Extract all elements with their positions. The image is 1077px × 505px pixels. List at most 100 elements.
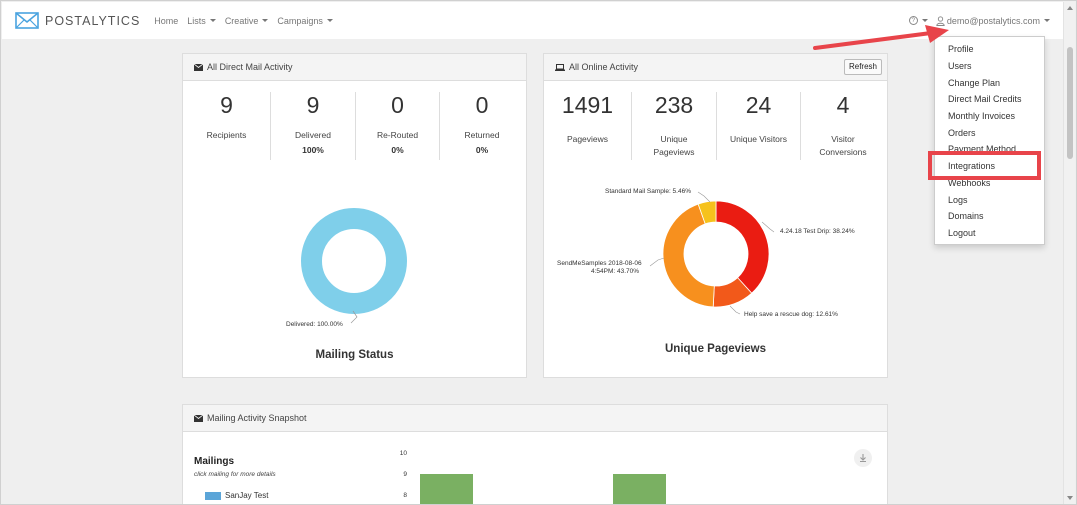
annotation-arrow-icon bbox=[813, 25, 949, 50]
stat-recipients: 9 Recipients bbox=[183, 92, 270, 142]
unique-pageviews-donut bbox=[662, 200, 770, 308]
menu-item-monthly-invoices[interactable]: Monthly Invoices bbox=[948, 111, 1016, 121]
download-icon bbox=[860, 454, 866, 463]
panel-heading: All Online Activity bbox=[544, 54, 887, 81]
label-leader-line bbox=[350, 310, 358, 324]
menu-item-orders[interactable]: Orders bbox=[948, 128, 976, 138]
bar-mailing-1[interactable] bbox=[420, 474, 473, 504]
user-icon bbox=[936, 15, 945, 26]
label-leader-lines bbox=[649, 191, 775, 315]
envelope-icon bbox=[194, 414, 203, 422]
stat-label: Unique bbox=[660, 134, 688, 144]
nav-lists[interactable]: Lists bbox=[187, 16, 216, 26]
nav-campaigns-label: Campaigns bbox=[277, 15, 323, 26]
help-icon[interactable]: ? bbox=[908, 16, 918, 25]
stat-label-2: Pageviews bbox=[653, 147, 695, 157]
menu-item-webhooks[interactable]: Webhooks bbox=[948, 178, 991, 188]
stat-rerouted: 0 Re-Routed 0% bbox=[356, 92, 439, 155]
scroll-up-arrow-icon[interactable] bbox=[1067, 6, 1073, 10]
stat-value: 9 bbox=[306, 92, 320, 118]
stat-label: Visitor bbox=[831, 134, 855, 144]
panel-title: All Online Activity bbox=[569, 62, 639, 72]
mailing-activity-snapshot-panel: Mailing Activity Snapshot Mailings click… bbox=[182, 404, 888, 504]
scroll-down-arrow-icon[interactable] bbox=[1067, 496, 1073, 500]
menu-item-payment-method[interactable]: Payment Method bbox=[948, 144, 1017, 154]
online-activity-panel: All Online Activity Refresh 1491 Pagevie… bbox=[543, 53, 888, 378]
integrations-highlight bbox=[928, 151, 1041, 180]
divider bbox=[439, 92, 440, 160]
slice-label-delivered: Delivered: 100.00% bbox=[286, 321, 343, 328]
bar-mailing-2[interactable] bbox=[613, 474, 666, 504]
scroll-thumb[interactable] bbox=[1067, 47, 1073, 159]
envelope-logo-icon bbox=[15, 12, 39, 29]
stat-label: Recipients bbox=[206, 130, 247, 140]
panel-title: All Direct Mail Activity bbox=[207, 62, 293, 72]
y-tick: 9 bbox=[403, 471, 407, 478]
legend-swatch[interactable] bbox=[205, 492, 221, 500]
menu-item-integrations[interactable]: Integrations bbox=[948, 161, 996, 171]
menu-item-profile[interactable]: Profile bbox=[948, 44, 974, 54]
mailings-hint: click mailing for more details bbox=[194, 471, 276, 478]
user-menu-toggle[interactable]: demo@postalytics.com bbox=[946, 15, 1040, 26]
menu-item-domains[interactable]: Domains bbox=[948, 211, 984, 221]
vertical-scrollbar[interactable] bbox=[1063, 2, 1075, 504]
stat-percent: 0% bbox=[391, 145, 404, 155]
stat-value: 24 bbox=[745, 92, 772, 118]
panel-heading: Mailing Activity Snapshot bbox=[183, 405, 887, 432]
stat-percent: 100% bbox=[302, 145, 324, 155]
donut-slice-delivered[interactable] bbox=[301, 208, 407, 314]
user-caret-down-icon[interactable] bbox=[1044, 19, 1050, 22]
slice-label-drip: 4.24.18 Test Drip: 38.24% bbox=[780, 228, 855, 235]
menu-item-logs[interactable]: Logs bbox=[948, 195, 968, 205]
divider bbox=[716, 92, 717, 160]
stat-value: 1491 bbox=[561, 92, 614, 118]
menu-item-direct-mail-credits[interactable]: Direct Mail Credits bbox=[948, 94, 1022, 104]
nav-home[interactable]: Home bbox=[154, 16, 178, 26]
nav-campaigns[interactable]: Campaigns bbox=[277, 16, 333, 26]
nav-home-label: Home bbox=[154, 15, 179, 26]
chart-title: Mailing Status bbox=[315, 349, 394, 361]
caret-down-icon bbox=[209, 19, 216, 22]
refresh-button[interactable]: Refresh bbox=[843, 59, 882, 75]
stat-visitor-conversions: 4 Visitor Conversions bbox=[801, 92, 885, 159]
divider bbox=[800, 92, 801, 160]
stat-value: 9 bbox=[220, 92, 233, 118]
nav-lists-label: Lists bbox=[187, 15, 206, 26]
stat-label: Unique Visitors bbox=[729, 134, 787, 144]
brand-name: POSTALYTICS bbox=[45, 13, 141, 28]
legend-item-sanjay-test[interactable]: SanJay Test bbox=[225, 491, 269, 500]
stat-delivered: 9 Delivered 100% bbox=[271, 92, 355, 155]
stat-label-2: Conversions bbox=[819, 147, 867, 157]
slice-label-standard: Standard Mail Sample: 5.46% bbox=[605, 188, 691, 195]
menu-item-users[interactable]: Users bbox=[948, 61, 972, 71]
menu-item-logout[interactable]: Logout bbox=[948, 228, 976, 238]
main-nav: Home Lists Creative Campaigns bbox=[154, 16, 342, 26]
stat-value: 238 bbox=[654, 92, 694, 118]
stat-value: 4 bbox=[836, 92, 850, 118]
nav-creative-label: Creative bbox=[224, 15, 259, 26]
chart-title: Unique Pageviews bbox=[665, 343, 766, 355]
direct-mail-panel: All Direct Mail Activity 9 Recipients 9 … bbox=[182, 53, 527, 378]
user-dropdown-menu: Profile Users Change Plan Direct Mail Cr… bbox=[934, 36, 1045, 245]
brand-logo[interactable]: POSTALYTICS bbox=[15, 12, 140, 29]
nav-creative[interactable]: Creative bbox=[225, 16, 269, 26]
panel-title: Mailing Activity Snapshot bbox=[207, 413, 307, 423]
top-navbar: POSTALYTICS Home Lists Creative Campaign… bbox=[2, 2, 1064, 39]
stat-unique-visitors: 24 Unique Visitors bbox=[717, 92, 800, 146]
panel-heading: All Direct Mail Activity bbox=[183, 54, 526, 81]
slice-label-dog: Help save a rescue dog: 12.61% bbox=[744, 311, 838, 318]
stat-label: Returned bbox=[464, 130, 500, 140]
menu-item-change-plan[interactable]: Change Plan bbox=[948, 78, 1001, 88]
caret-down-icon bbox=[326, 19, 333, 22]
stat-label: Re-Routed bbox=[376, 130, 419, 140]
stat-percent: 0% bbox=[475, 145, 489, 155]
donut-slice-sendmesamples-2018-08-06-4-54pm[interactable] bbox=[662, 203, 715, 308]
donut-slice-standard-mail-sample[interactable] bbox=[697, 200, 717, 225]
stat-label: Delivered bbox=[295, 130, 331, 140]
caret-down-icon bbox=[262, 19, 269, 22]
slice-label-samples: SendMeSamples 2018-08-06 bbox=[557, 260, 642, 267]
mailings-title: Mailings bbox=[194, 456, 235, 467]
download-button[interactable] bbox=[854, 449, 872, 467]
help-caret-down-icon[interactable] bbox=[921, 19, 928, 22]
